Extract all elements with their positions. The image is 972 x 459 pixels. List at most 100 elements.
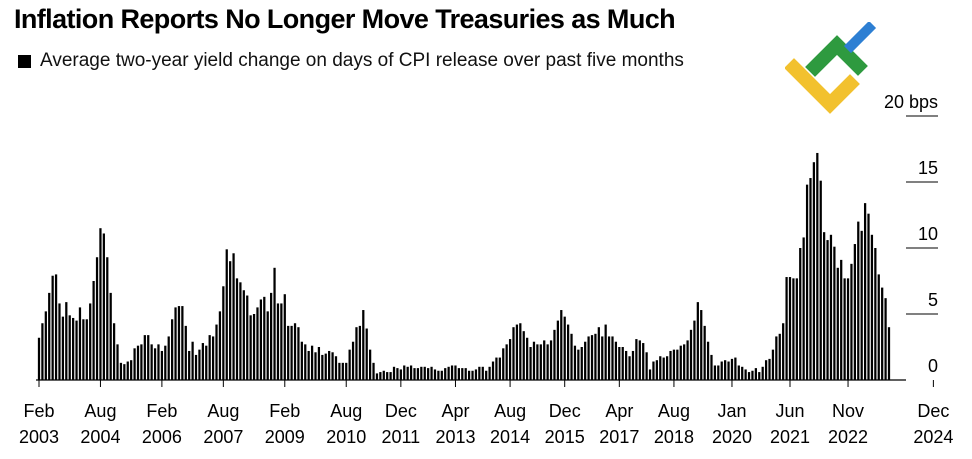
bar [99, 228, 102, 380]
x-tick-year: 2021 [770, 427, 810, 447]
x-axis-ticks [38, 380, 934, 387]
bar [672, 349, 676, 380]
bar [618, 347, 621, 380]
bar [734, 357, 737, 380]
bar [539, 344, 542, 380]
bar [543, 340, 546, 380]
bar [392, 366, 396, 380]
bar [123, 364, 126, 380]
x-tick-year: 2013 [435, 427, 475, 447]
x-tick-year: 2015 [545, 427, 585, 447]
bar [566, 324, 570, 380]
x-axis-labels: Feb 2003 Aug 2004 Feb 2006 Aug 2007 Feb 2009 Aug 20… [19, 401, 953, 447]
bar [290, 325, 293, 380]
bar [467, 370, 471, 380]
bar [884, 298, 887, 380]
bar [809, 178, 812, 380]
bar [386, 372, 389, 380]
bar [768, 358, 771, 380]
bar [211, 336, 215, 380]
bar [351, 341, 355, 380]
bar [461, 368, 464, 380]
bar [802, 237, 805, 380]
bar [887, 327, 891, 380]
bar [409, 365, 413, 380]
bar [713, 365, 717, 380]
bar [686, 340, 689, 380]
bar [61, 316, 65, 380]
bar [764, 360, 768, 380]
bar [218, 311, 222, 380]
x-tick-year: 2020 [712, 427, 752, 447]
bar [447, 366, 450, 380]
bar [590, 335, 594, 380]
bar [317, 347, 321, 380]
bar [665, 356, 669, 380]
y-tick-label: 5 [928, 290, 938, 310]
bar [433, 369, 437, 380]
legend: Average two-year yield change on days of… [18, 50, 684, 72]
bar [508, 339, 512, 380]
bar [519, 323, 522, 380]
bar [297, 327, 300, 380]
y-axis-labels: 0 5 10 15 20 bps [884, 92, 938, 376]
x-tick-month: Aug [84, 401, 116, 421]
bar [799, 248, 802, 380]
x-tick-month: Dec [917, 401, 949, 421]
bar [478, 366, 481, 380]
bar [655, 360, 658, 380]
bar-series [37, 152, 891, 380]
bar [785, 277, 788, 380]
bar [792, 278, 795, 380]
bar [140, 344, 143, 380]
bar [92, 281, 95, 380]
bar [775, 336, 778, 380]
bar [577, 349, 580, 380]
bar [358, 325, 362, 380]
bar [642, 343, 645, 380]
bar [300, 341, 303, 380]
bar [440, 370, 443, 380]
bar [331, 352, 334, 380]
bar [225, 249, 228, 380]
bar [860, 230, 863, 380]
bar [444, 368, 447, 380]
bar [454, 365, 457, 380]
bar [126, 361, 129, 380]
bar [150, 344, 153, 380]
bar [549, 340, 553, 380]
bar [823, 232, 826, 380]
bar [683, 344, 686, 380]
bar [263, 296, 266, 380]
bar [751, 370, 754, 380]
bar [625, 350, 628, 380]
bar [805, 184, 809, 380]
bar [153, 348, 157, 380]
bar [522, 331, 525, 380]
bar [102, 233, 105, 380]
bar [877, 274, 880, 380]
x-tick-month: Feb [269, 401, 300, 421]
bar [505, 344, 508, 380]
bar [287, 325, 290, 380]
bar [717, 365, 720, 380]
bar [348, 349, 351, 380]
bar [761, 366, 764, 380]
bar [72, 317, 75, 380]
bar [812, 162, 816, 380]
bar [136, 345, 140, 380]
bar [720, 361, 723, 380]
bar [628, 356, 631, 380]
bar [638, 340, 641, 380]
bar [379, 372, 382, 380]
x-tick-year: 2022 [828, 427, 868, 447]
bar [334, 356, 338, 380]
bar [341, 362, 344, 380]
x-tick-month: Aug [207, 401, 239, 421]
bar [116, 344, 119, 380]
bar [194, 354, 198, 380]
bar [693, 320, 696, 380]
x-tick-year: 2011 [381, 427, 420, 447]
bar [700, 310, 703, 380]
bar [89, 303, 92, 380]
